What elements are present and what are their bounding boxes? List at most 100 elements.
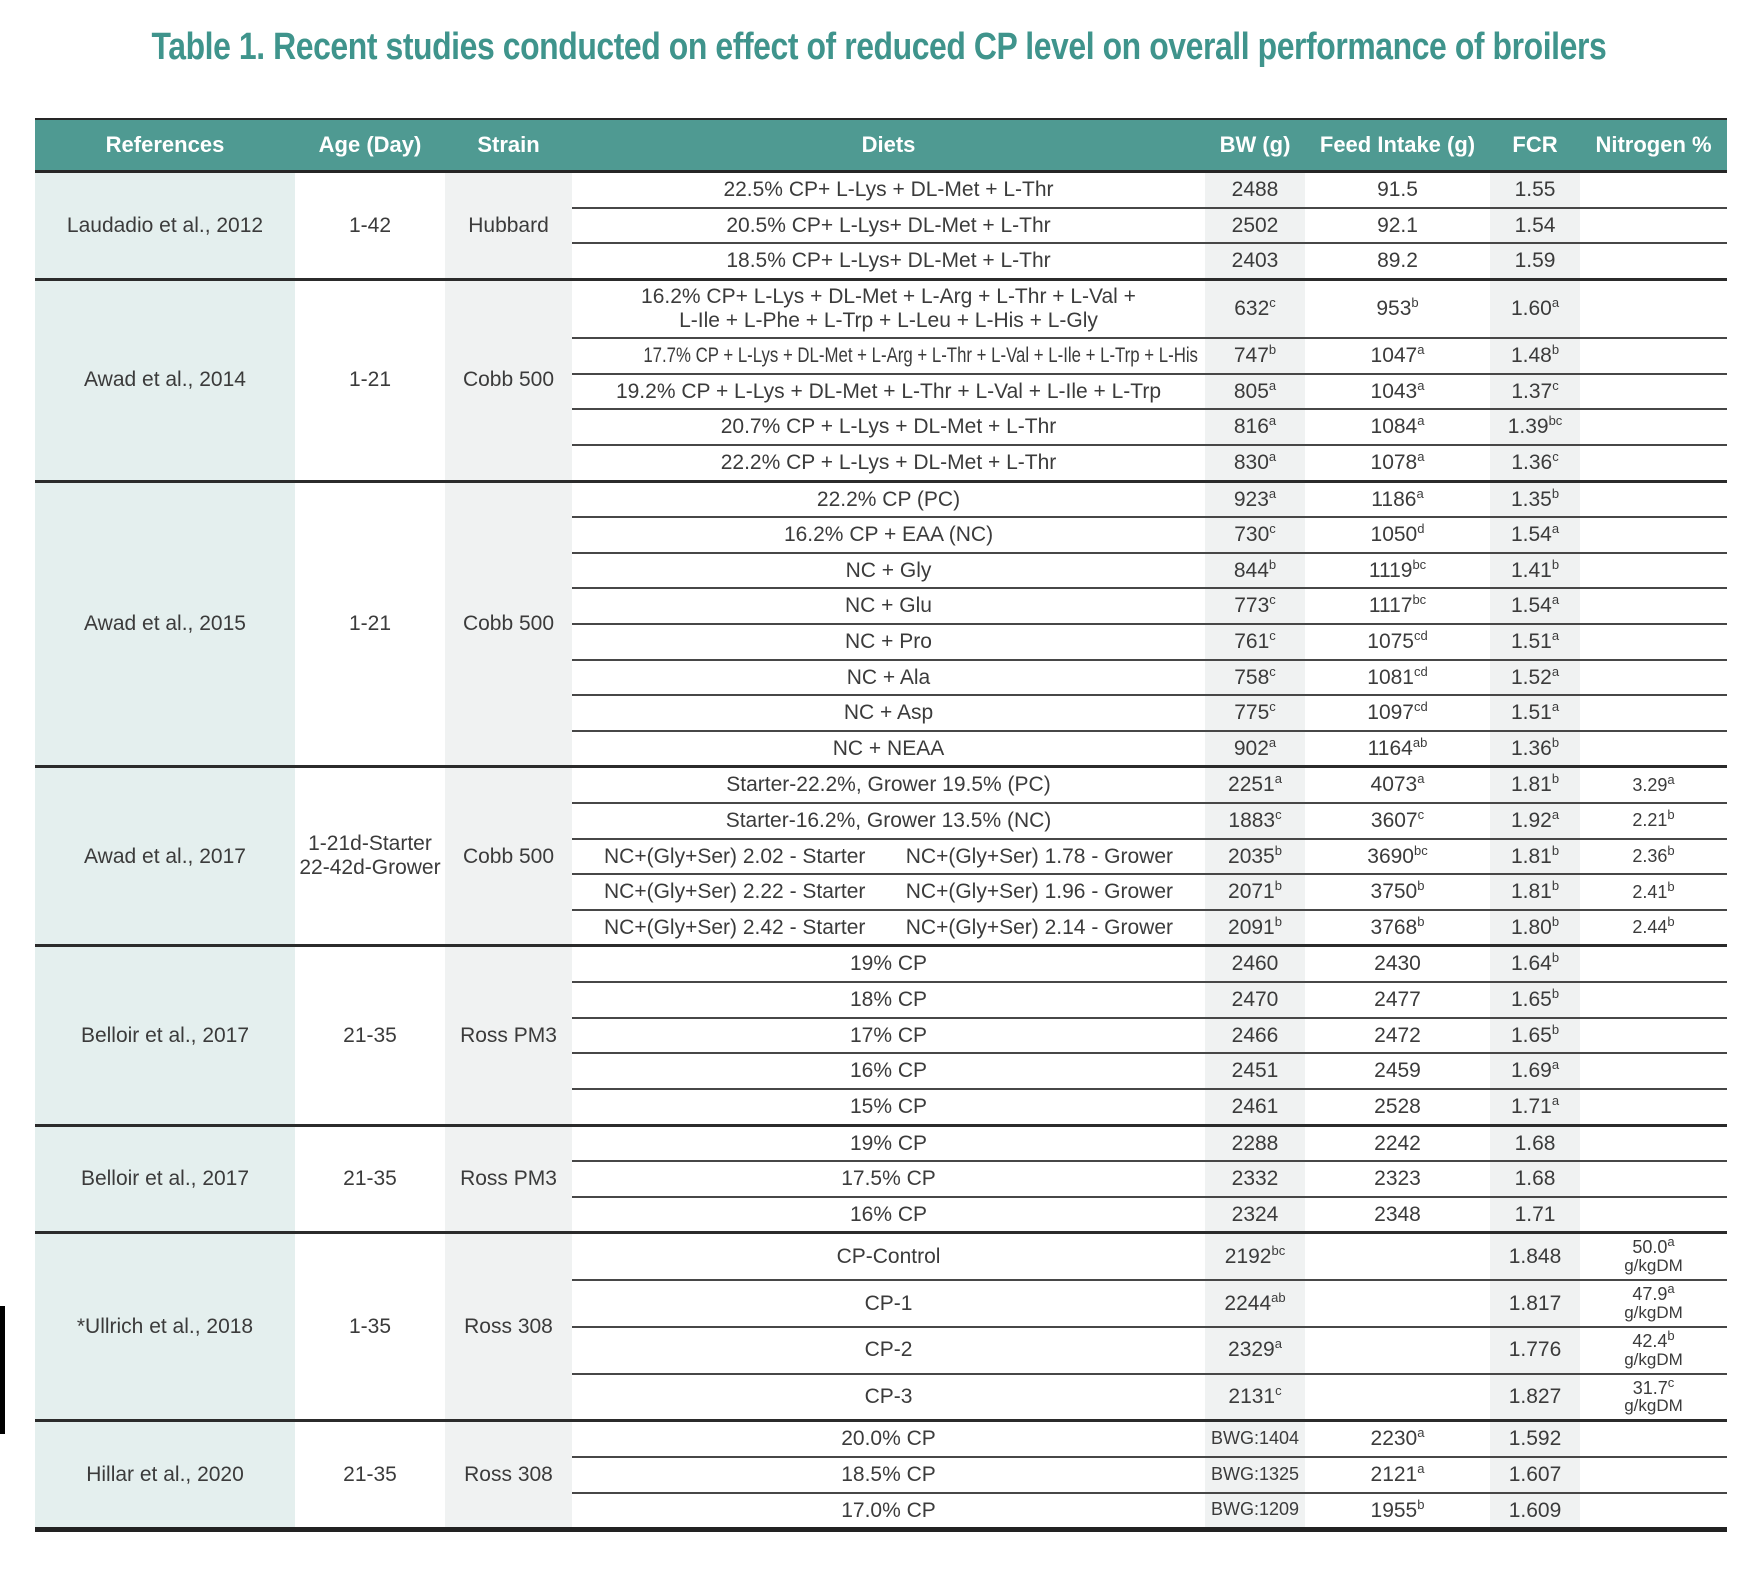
nitrogen-cell (1580, 169, 1727, 208)
feed-intake-cell: 1186a (1305, 479, 1490, 518)
fcr-cell: 1.54a (1490, 587, 1580, 624)
superscript: a (1274, 1336, 1282, 1352)
bw-cell: 830a (1205, 443, 1305, 482)
bw-cell: 2460 (1205, 944, 1305, 983)
superscript: b (1551, 1021, 1560, 1037)
fcr-cell: 1.81b (1490, 873, 1580, 910)
diet-starter: NC+(Gly+Ser) 2.02 - Starter (604, 844, 866, 868)
fcr-cell: 1.48b (1490, 337, 1580, 374)
diet-cell: Starter-16.2%, Grower 13.5% (NC) (572, 802, 1205, 839)
nitrogen-cell: 2.36b (1580, 837, 1727, 875)
superscript: b (1551, 342, 1560, 358)
fcr-cell: 1.39bc (1490, 408, 1580, 445)
bw-cell: 747b (1205, 337, 1305, 374)
feed-intake-cell: 2472 (1305, 1016, 1490, 1054)
diet-cell: CP-1 (572, 1279, 1205, 1327)
strain-cell: Ross PM3 (445, 1123, 572, 1233)
table-row: NC + Ala 758c 1081cd 1.52a (35, 658, 1727, 696)
nitrogen-cell (1580, 694, 1727, 731)
table-row: 17.5% CP 2332 2323 1.68 (35, 1160, 1727, 1197)
table-row: 15% CP 2461 2528 1.71a (35, 1087, 1727, 1126)
superscript: ab (1412, 734, 1428, 750)
diet-cell: 22.5% CP+ L-Lys + DL-Met + L-Thr (572, 169, 1205, 208)
superscript: a (1268, 377, 1277, 393)
table-row: 18.5% CP+ L-Lys+ DL-Met + L-Thr 2403 89.2 1… (35, 242, 1727, 280)
superscript: b (1417, 878, 1425, 894)
superscript: c (1269, 592, 1276, 608)
reference-cell: Belloir et al., 2017 (35, 944, 295, 1126)
nitrogen-cell (1580, 1455, 1727, 1493)
table-header: References Age (Day) Strain Diets BW (g)… (35, 118, 1727, 173)
fcr-cell: 1.51a (1490, 694, 1580, 731)
feed-intake-cell: 1084a (1305, 408, 1490, 445)
superscript: b (1667, 878, 1675, 894)
bw-cell: 2288 (1205, 1123, 1305, 1162)
diet-cell: 18% CP (572, 981, 1205, 1018)
nitrogen-unit: g/kgDM (1624, 1256, 1683, 1276)
table-row: Awad et al., 2014 1-21 Cobb 500 16.2% CP+ L… (35, 277, 1727, 482)
col-header-strain: Strain (445, 118, 572, 173)
age-cell: 21-35 (295, 944, 445, 1126)
bw-cell: 2091b (1205, 908, 1305, 946)
diet-cell: 22.2% CP (PC) (572, 479, 1205, 518)
superscript: a (1417, 1460, 1425, 1476)
table-row: 16% CP 2451 2459 1.69a (35, 1052, 1727, 1089)
diet-cell: 20.7% CP + L-Lys + DL-Met + L-Thr (572, 408, 1205, 445)
feed-intake-cell: 1078a (1305, 443, 1490, 482)
superscript: c (1417, 807, 1425, 823)
diet-cell: NC + Ala (572, 658, 1205, 696)
diet-cell: NC + Glu (572, 587, 1205, 624)
diet-cell: NC+(Gly+Ser) 2.22 - Starter NC+(Gly+Ser) … (572, 873, 1205, 910)
col-header-age: Age (Day) (295, 118, 445, 173)
superscript: a (1268, 448, 1277, 464)
feed-intake-cell: 1117bc (1305, 587, 1490, 624)
nitrogen-cell (1580, 206, 1727, 244)
table-row: Awad et al., 2015 1-21 Cobb 500 22.2% CP (P… (35, 479, 1727, 767)
table-row: Belloir et al., 2017 21-35 Ross PM3 19% CP 2… (35, 944, 1727, 1126)
table-row: CP-2 2329a 1.776 42.4b g/kgDM (35, 1325, 1727, 1374)
feed-intake-cell (1305, 1279, 1490, 1327)
nitrogen-unit: g/kgDM (1624, 1349, 1683, 1369)
superscript: c (1269, 699, 1276, 715)
superscript: a (1551, 592, 1560, 608)
bw-cell: 923a (1205, 479, 1305, 518)
reference-cell: Awad et al., 2015 (35, 479, 295, 767)
superscript: b (1551, 913, 1560, 929)
diet-cell: 19.2% CP + L-Lys + DL-Met + L-Thr + L-Va… (572, 372, 1205, 410)
superscript: bc (1413, 842, 1428, 858)
fcr-cell: 1.35b (1490, 479, 1580, 518)
superscript: cd (1413, 663, 1428, 679)
strain-cell: Cobb 500 (445, 479, 572, 767)
nitrogen-value: 47.9a (1632, 1281, 1675, 1305)
nitrogen-cell: 3.29a (1580, 765, 1727, 804)
nitrogen-cell: 2.21b (1580, 802, 1727, 839)
superscript: b (1417, 1496, 1425, 1512)
table-body: Laudadio et al., 2012 1-42 Hubbard 22.5% CP… (35, 169, 1727, 1528)
fcr-cell: 1.60a (1490, 277, 1580, 339)
nitrogen-cell (1580, 944, 1727, 983)
fcr-cell: 1.37c (1490, 372, 1580, 410)
strain-cell: Cobb 500 (445, 277, 572, 482)
superscript: a (1551, 1092, 1560, 1108)
table-row: NC + NEAA 902a 1164ab 1.36b (35, 729, 1727, 767)
fcr-cell: 1.69a (1490, 1052, 1580, 1089)
fcr-cell: 1.59 (1490, 242, 1580, 280)
fcr-cell: 1.81b (1490, 837, 1580, 875)
table-row: 17% CP 2466 2472 1.65b (35, 1016, 1727, 1054)
superscript: c (1552, 448, 1559, 464)
nitrogen-cell (1580, 443, 1727, 482)
diet-grower: NC+(Gly+Ser) 1.96 - Grower (905, 880, 1173, 904)
superscript: b (1551, 485, 1560, 501)
table-row: 16% CP 2324 2348 1.71 (35, 1195, 1727, 1233)
table-row: *Ullrich et al., 2018 1-35 Ross 308 CP-Cont… (35, 1231, 1727, 1421)
nitrogen-cell (1580, 551, 1727, 589)
nitrogen-cell (1580, 1419, 1727, 1457)
diet-cell: 19% CP (572, 1123, 1205, 1162)
superscript: bc (1412, 556, 1427, 572)
superscript: b (1551, 771, 1560, 787)
diet-cell: NC + Gly (572, 551, 1205, 589)
superscript: b (1411, 295, 1419, 311)
bw-cell: 758c (1205, 658, 1305, 696)
diet-grower: NC+(Gly+Ser) 1.78 - Grower (905, 844, 1173, 868)
superscript: a (1667, 1281, 1675, 1297)
